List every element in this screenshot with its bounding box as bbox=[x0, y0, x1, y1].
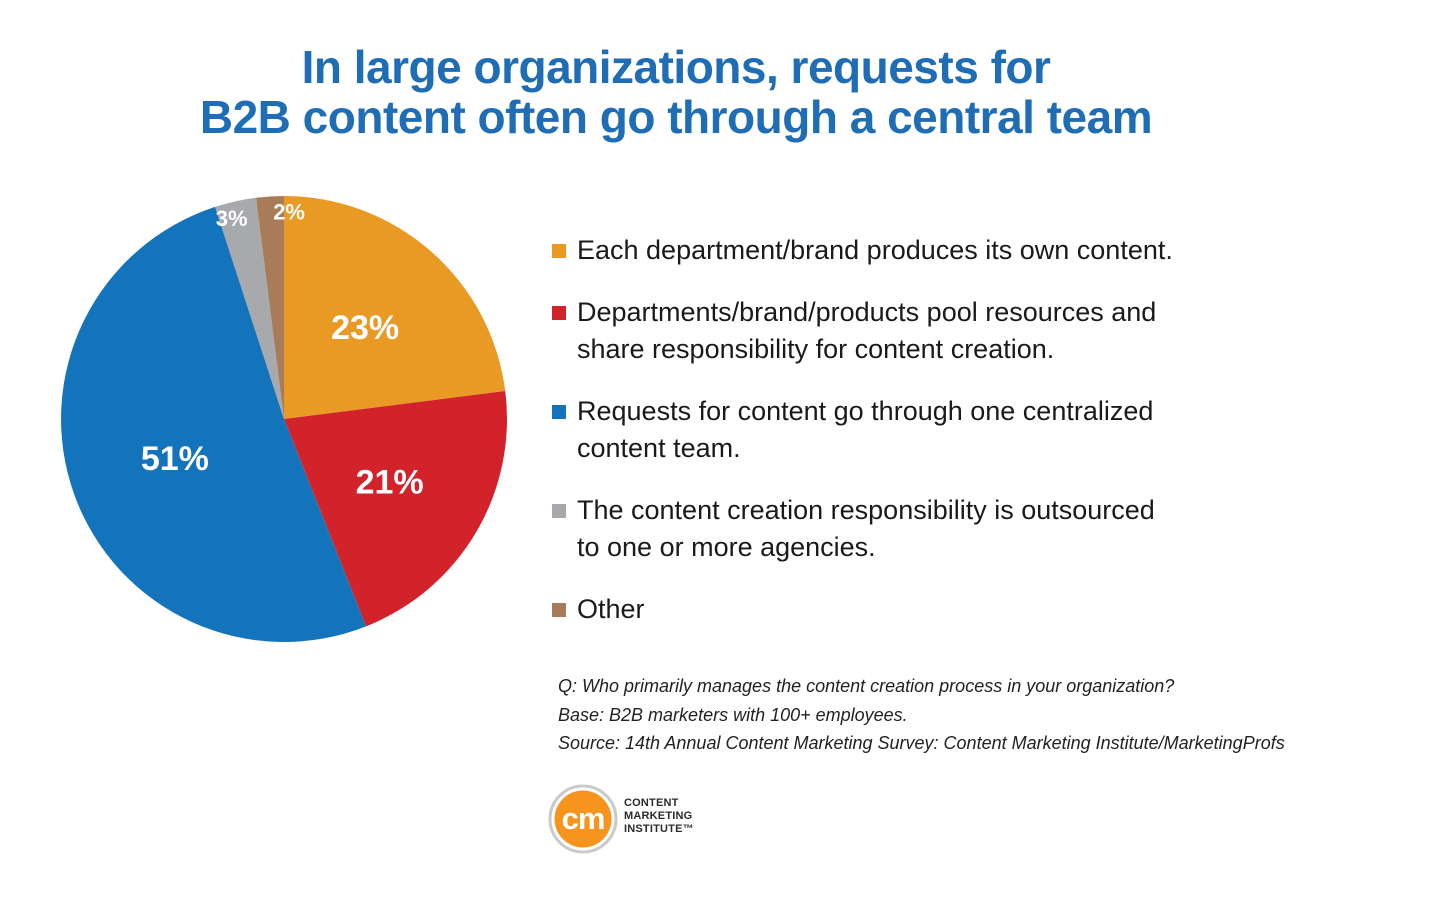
logo-line-2: MARKETING bbox=[624, 810, 693, 822]
slice-pool-resources bbox=[284, 391, 507, 627]
legend-item-pool-resources: Departments/brand/products pool resource… bbox=[552, 294, 1272, 368]
legend-label-line-2: content team. bbox=[577, 433, 741, 463]
legend-item-own-content: Each department/brand produces its own c… bbox=[552, 232, 1272, 269]
cmi-logo: cm CONTENT MARKETING INSTITUTE™ bbox=[548, 784, 748, 854]
legend-swatch-gray bbox=[552, 504, 566, 518]
data-label-outsourced: 3% bbox=[216, 206, 248, 231]
slice-centralized-team bbox=[61, 206, 367, 642]
chart-title: In large organizations, requests for B2B… bbox=[0, 42, 1352, 142]
data-label-pool-resources: 21% bbox=[356, 463, 424, 501]
slice-own-content bbox=[284, 196, 506, 419]
legend-swatch-blue bbox=[552, 405, 566, 419]
legend-item-other: Other bbox=[552, 591, 1272, 628]
legend-label-line-2: to one or more agencies. bbox=[577, 532, 876, 562]
footnote-base: Base: B2B marketers with 100+ employees. bbox=[558, 704, 908, 725]
legend-label-line-1: Departments/brand/products pool resource… bbox=[577, 297, 1157, 327]
logo-wordmark: CONTENT MARKETING INSTITUTE™ bbox=[624, 797, 694, 836]
legend-label: Other bbox=[577, 594, 645, 624]
chart-title-line-1: In large organizations, requests for bbox=[301, 41, 1051, 93]
legend-swatch-red bbox=[552, 306, 566, 320]
slice-outsourced bbox=[215, 197, 284, 419]
data-label-centralized-team: 51% bbox=[141, 440, 209, 478]
legend-label-line-1: The content creation responsibility is o… bbox=[577, 495, 1155, 525]
data-label-other: 2% bbox=[273, 199, 305, 224]
logo-orange-disc bbox=[554, 790, 612, 848]
legend-label-line-1: Requests for content go through one cent… bbox=[577, 396, 1154, 426]
pie-chart: 23% 21% 51% 3% 2% bbox=[61, 196, 507, 642]
logo-mark-text: cm bbox=[562, 801, 605, 836]
legend: Each department/brand produces its own c… bbox=[552, 232, 1272, 628]
chart-title-line-2: B2B content often go through a central t… bbox=[199, 91, 1153, 143]
data-label-own-content: 23% bbox=[331, 309, 399, 347]
cmi-logo-mark: cm bbox=[548, 784, 618, 854]
footnote-question: Q: Who primarily manages the content cre… bbox=[558, 676, 1175, 696]
footnote-source: Source: 14th Annual Content Marketing Su… bbox=[558, 733, 1285, 753]
legend-swatch-orange bbox=[552, 244, 566, 258]
footnote: Q: Who primarily manages the content cre… bbox=[558, 672, 1418, 758]
legend-swatch-brown bbox=[552, 603, 566, 617]
legend-label-line-2: share responsibility for content creatio… bbox=[577, 334, 1055, 364]
logo-line-3: INSTITUTE™ bbox=[624, 823, 694, 835]
slice-other bbox=[256, 196, 284, 419]
legend-item-outsourced: The content creation responsibility is o… bbox=[552, 492, 1272, 566]
legend-item-centralized-team: Requests for content go through one cent… bbox=[552, 393, 1272, 467]
logo-line-1: CONTENT bbox=[624, 797, 679, 809]
legend-label: Each department/brand produces its own c… bbox=[577, 235, 1173, 265]
